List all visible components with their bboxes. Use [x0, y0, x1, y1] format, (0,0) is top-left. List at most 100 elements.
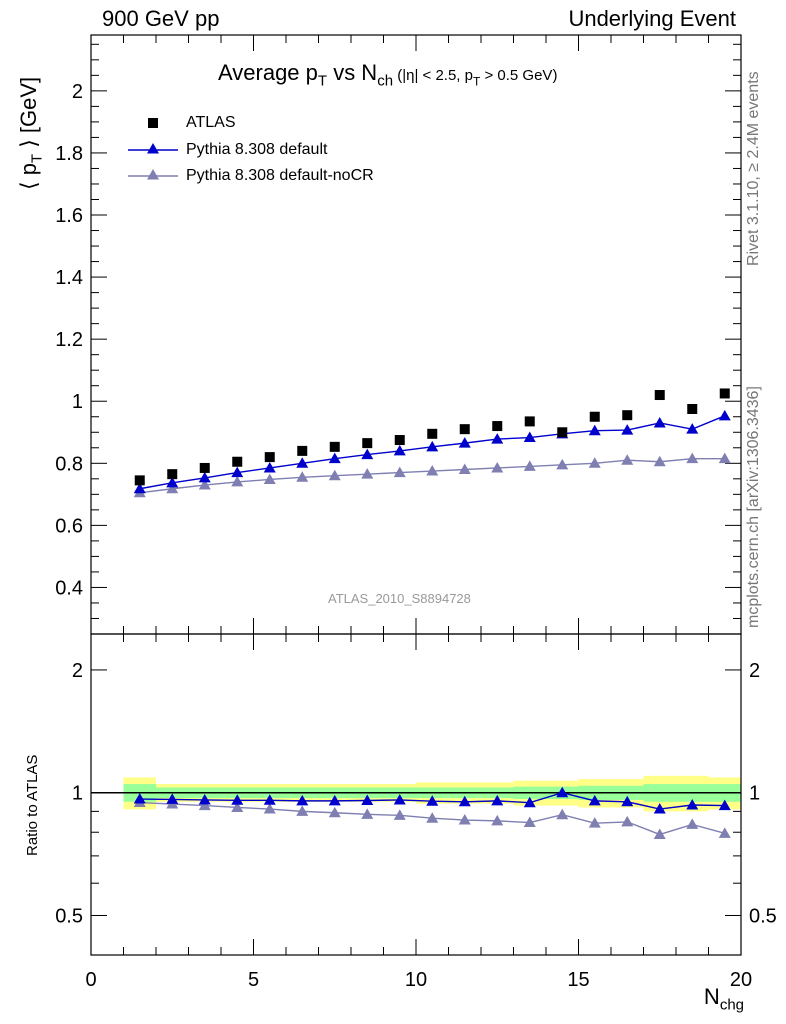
ratio-point-pythia-nocr	[686, 818, 699, 829]
point-pythia-nocr	[686, 452, 699, 464]
point-pythia-default	[231, 466, 244, 478]
ratio-y-tick-label-right: 1	[749, 783, 760, 805]
point-pythia-nocr	[393, 466, 406, 478]
y-tick-label: 1.6	[55, 205, 83, 227]
legend-marker-pythia-default	[147, 143, 159, 154]
ratio-y-tick-label-right: 2	[749, 660, 760, 682]
chart-title: Average pT vs Nch (|η| < 2.5, pT > 0.5 G…	[218, 60, 557, 89]
point-atlas	[622, 410, 633, 421]
point-pythia-nocr	[588, 457, 601, 468]
point-atlas	[589, 411, 600, 422]
ratio-point-pythia-nocr	[361, 808, 374, 819]
point-pythia-nocr	[718, 452, 731, 464]
point-atlas	[134, 475, 145, 486]
ratio-point-pythia-nocr	[491, 814, 504, 826]
point-pythia-nocr	[231, 475, 244, 487]
point-pythia-nocr	[458, 463, 471, 475]
point-atlas	[329, 441, 340, 452]
ratio-point-pythia-default	[361, 794, 374, 805]
xlabel-main: N	[703, 984, 720, 1009]
point-pythia-default	[198, 471, 211, 483]
ratio-point-pythia-default	[523, 796, 536, 808]
ratio-panel: 0 5 10 15 20 0.5 0.5 1 1 2 2	[55, 633, 777, 991]
rivet-label: Rivet 3.1.10, ≥ 2.4M events	[745, 71, 762, 266]
point-pythia-default	[718, 409, 731, 421]
ratio-point-pythia-nocr	[296, 805, 309, 816]
ratio-point-pythia-default	[393, 793, 406, 805]
ratio-point-pythia-default	[556, 786, 569, 798]
title-avg: Average p	[218, 60, 318, 85]
title-cut-a: (|η| < 2.5, p	[393, 67, 473, 84]
legend-marker-atlas	[148, 118, 158, 128]
point-pythia-default	[361, 448, 374, 460]
ratio-y-axis-label: Ratio to ATLAS	[24, 754, 41, 856]
point-atlas	[524, 416, 535, 427]
ylabel-close: ⟩ [GeV]	[16, 76, 41, 154]
ratio-point-pythia-default	[718, 799, 731, 811]
y-tick-label: 1.2	[55, 329, 83, 351]
ratio-point-pythia-nocr	[556, 808, 569, 820]
point-atlas	[492, 421, 503, 432]
point-pythia-nocr	[621, 454, 634, 465]
point-pythia-default	[133, 482, 146, 494]
point-pythia-nocr	[556, 458, 569, 470]
title-sub-ch: ch	[377, 72, 394, 90]
ratio-point-pythia-nocr	[393, 809, 406, 820]
point-atlas	[427, 428, 438, 439]
y-tick-label: 0.4	[55, 577, 83, 599]
line-pythia-default	[139, 415, 726, 490]
ylabel-open: ⟨ p	[16, 163, 41, 190]
header-right: Underlying Event	[568, 6, 736, 31]
ratio-point-pythia-nocr	[231, 801, 244, 812]
title-sub-t: T	[317, 72, 328, 90]
y-tick-label: 0.8	[55, 453, 83, 475]
point-pythia-nocr	[263, 473, 276, 484]
point-pythia-nocr	[523, 460, 536, 471]
legend-label-pythia-nocr: Pythia 8.308 default-noCR	[186, 167, 374, 184]
ratio-y-tick-label-right: 0.5	[749, 905, 777, 927]
ratio-point-pythia-default	[653, 803, 666, 814]
point-atlas	[654, 390, 665, 401]
point-pythia-nocr	[491, 461, 504, 473]
point-pythia-default	[166, 476, 179, 488]
y-axis-label: ⟨ pT ⟩ [GeV]	[16, 77, 45, 190]
point-atlas	[297, 445, 308, 456]
x-tick-label: 5	[248, 969, 259, 991]
x-tick-label: 15	[567, 969, 589, 991]
point-pythia-nocr	[198, 479, 211, 490]
point-pythia-nocr	[328, 469, 341, 481]
legend-marker-pythia-nocr	[147, 169, 159, 180]
ratio-y-tick-label-left: 0.5	[55, 905, 83, 927]
y-tick-label: 2	[72, 81, 83, 103]
ratio-point-pythia-default	[263, 794, 276, 805]
point-pythia-default	[263, 461, 276, 473]
ratio-point-pythia-default	[328, 794, 341, 806]
point-pythia-default	[296, 457, 309, 468]
mcplots-label: mcplots.cern.ch [arXiv:1306.3436]	[745, 386, 762, 628]
reference-label: ATLAS_2010_S8894728	[328, 591, 471, 606]
ratio-point-pythia-nocr	[458, 814, 471, 825]
point-atlas	[232, 456, 243, 467]
legend-label-pythia-default: Pythia 8.308 default	[186, 141, 328, 158]
point-pythia-nocr	[166, 482, 179, 494]
ratio-point-pythia-nocr	[653, 828, 666, 839]
ratio-y-tick-label-left: 1	[72, 783, 83, 805]
point-pythia-default	[328, 452, 341, 464]
point-pythia-default	[686, 423, 699, 434]
ratio-point-pythia-nocr	[621, 815, 634, 827]
ratio-point-pythia-default	[491, 794, 504, 806]
point-pythia-nocr	[296, 471, 309, 482]
point-pythia-default	[621, 424, 634, 435]
point-pythia-default	[458, 437, 471, 448]
point-atlas	[719, 388, 730, 399]
x-tick-label: 20	[730, 969, 752, 991]
y-tick-label: 1.8	[55, 143, 83, 165]
ylabel-sub: T	[28, 153, 46, 164]
x-tick-label: 10	[405, 969, 427, 991]
point-pythia-default	[653, 416, 666, 428]
title-cut-t: T	[472, 74, 481, 89]
ratio-point-pythia-nocr	[263, 803, 276, 814]
ratio-point-pythia-nocr	[588, 817, 601, 828]
point-pythia-nocr	[653, 455, 666, 467]
header-left: 900 GeV pp	[102, 6, 220, 31]
